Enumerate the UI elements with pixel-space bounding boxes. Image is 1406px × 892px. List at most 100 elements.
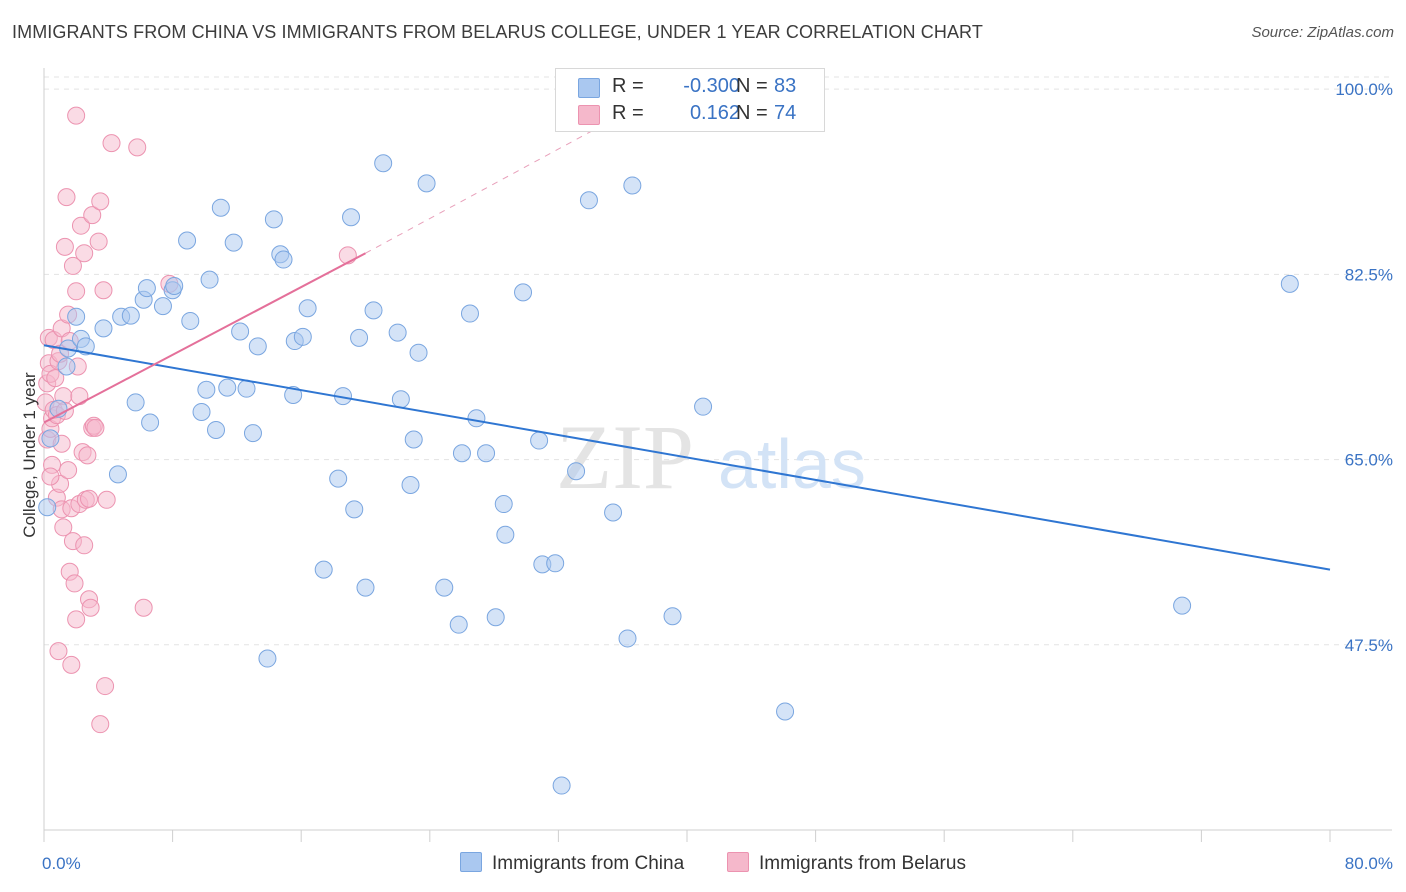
china-point [181, 311, 200, 330]
china-point [207, 420, 226, 439]
china-point [350, 328, 369, 347]
china-point [218, 378, 237, 397]
belarus-trend-line [43, 252, 366, 424]
belarus-swatch [578, 105, 600, 125]
belarus-point [67, 282, 86, 301]
y-tick-label: 82.5% [1345, 265, 1393, 284]
china-point [579, 191, 598, 210]
china-trend-line [43, 344, 1331, 571]
china-point [57, 357, 76, 376]
belarus-point [63, 256, 82, 275]
china-point [126, 393, 145, 412]
belarus-point [46, 369, 65, 388]
belarus-point [75, 244, 94, 263]
y-axis-label: College, Under 1 year [20, 372, 39, 538]
china-points [38, 154, 1299, 795]
y-tick-label: 47.5% [1345, 636, 1393, 655]
belarus-point [67, 610, 86, 629]
china-legend-label: Immigrants from China [492, 853, 685, 874]
china-point [401, 475, 420, 494]
tick-labels: 100.0% 82.5% 65.0% 47.5% 0.0% 80.0% [42, 80, 1393, 873]
china-point [449, 615, 468, 634]
china-point [604, 503, 623, 522]
china-n-value: 83 [774, 75, 797, 97]
china-point [345, 500, 364, 519]
china-point [224, 233, 243, 252]
china-point [108, 465, 127, 484]
source-label: Source: ZipAtlas.com [1251, 24, 1394, 41]
correlation-legend: R = -0.300 N = 83 R = 0.162 N = 74 [555, 68, 825, 132]
belarus-n-value: 74 [774, 102, 797, 124]
china-point [153, 297, 172, 316]
china-point [552, 776, 571, 795]
china-point [298, 299, 317, 318]
china-point [165, 277, 184, 296]
chart-title: IMMIGRANTS FROM CHINA VS IMMIGRANTS FROM… [12, 22, 983, 42]
china-point [694, 397, 713, 416]
axes [43, 68, 1392, 842]
china-point [237, 379, 256, 398]
belarus-point [83, 206, 102, 225]
china-point [38, 498, 57, 517]
y-tick-label: 100.0% [1335, 80, 1393, 99]
china-point [192, 402, 211, 421]
belarus-point [54, 518, 73, 537]
belarus-legend-label: Immigrants from Belarus [759, 853, 966, 874]
belarus-point [128, 138, 147, 157]
china-point [460, 304, 479, 323]
china-point [514, 283, 533, 302]
china-point [197, 380, 216, 399]
belarus-point [134, 598, 153, 617]
china-point [76, 337, 95, 356]
belarus-n-label: N = [736, 102, 768, 124]
belarus-legend-swatch [727, 852, 749, 872]
china-point [546, 554, 565, 573]
belarus-point [75, 536, 94, 555]
belarus-point [94, 281, 113, 300]
china-point [388, 323, 407, 342]
china-point [342, 208, 361, 227]
belarus-point [71, 216, 90, 235]
belarus-point [86, 418, 105, 437]
watermark-atlas: atlas [718, 425, 866, 503]
china-point [374, 154, 393, 173]
china-point [274, 250, 293, 269]
belarus-point [57, 188, 76, 207]
china-point [364, 301, 383, 320]
china-swatch [578, 78, 600, 98]
china-point [496, 525, 515, 544]
china-point [141, 413, 160, 432]
china-point [94, 319, 113, 338]
china-point [1173, 596, 1192, 615]
china-point [314, 560, 333, 579]
belarus-trend-extension [365, 122, 607, 254]
grid-lines [44, 76, 1392, 646]
x-tick-label-max: 80.0% [1345, 854, 1393, 873]
china-point [137, 279, 156, 298]
watermark-zip: ZIP [556, 406, 694, 508]
belarus-points [36, 106, 357, 734]
trend-lines [43, 122, 1331, 571]
china-point [264, 210, 283, 229]
china-point [231, 322, 250, 341]
china-point [67, 307, 86, 326]
china-n-label: N = [736, 75, 768, 97]
belarus-point [89, 232, 108, 251]
china-point [623, 176, 642, 195]
belarus-point [65, 574, 84, 593]
china-point [243, 424, 262, 443]
belarus-point [49, 642, 68, 661]
legend-item-china[interactable]: Immigrants from China [460, 852, 684, 875]
china-legend-swatch [460, 852, 482, 872]
belarus-point [91, 192, 110, 211]
belarus-point [96, 677, 115, 696]
china-point [776, 702, 795, 721]
belarus-point [67, 106, 86, 125]
china-point [200, 270, 219, 289]
y-tick-label: 65.0% [1345, 451, 1393, 470]
china-point [567, 462, 586, 481]
legend-item-belarus[interactable]: Immigrants from Belarus [727, 852, 966, 875]
china-point [41, 429, 60, 448]
belarus-point [81, 598, 100, 617]
